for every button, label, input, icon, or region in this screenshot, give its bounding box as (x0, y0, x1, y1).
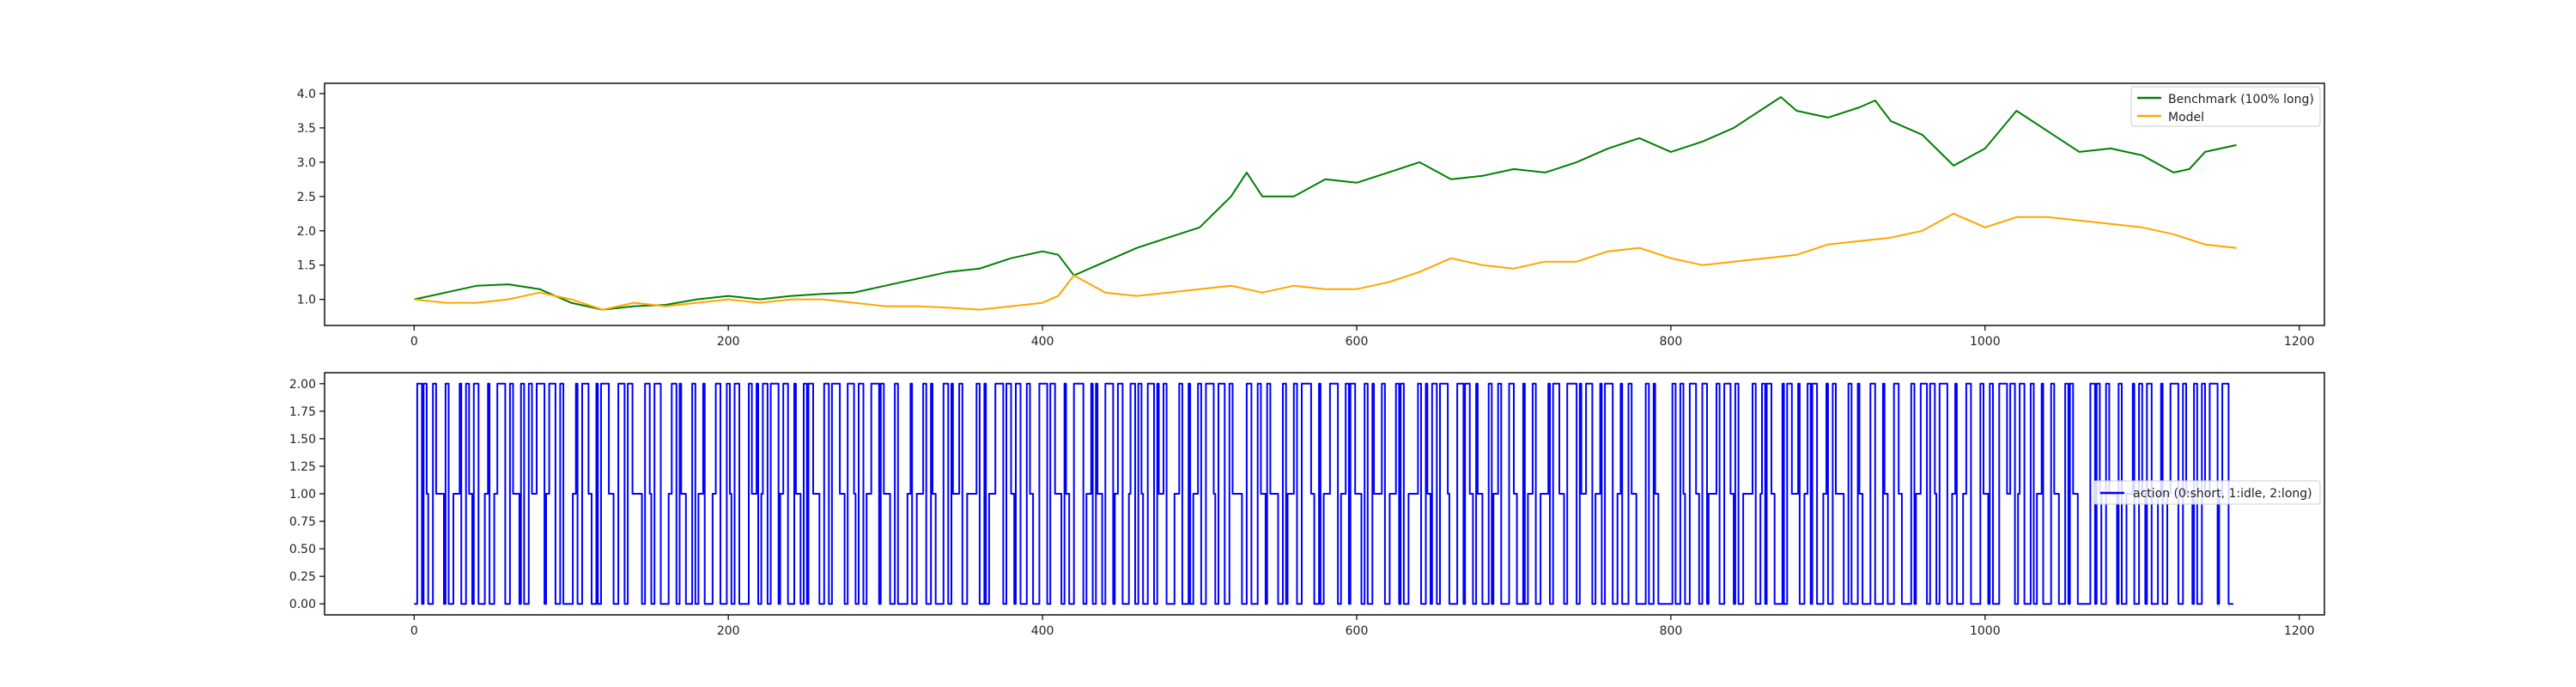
chart-bottom: 0 200 400 600 800 1000 1200 0.00 0.25 0.50 0.75 1.0… (289, 372, 2325, 638)
x-tick-label-top: 400 (1031, 335, 1054, 349)
y-tick-label-bottom: 0.50 (289, 543, 316, 556)
x-tick-label-top: 800 (1660, 335, 1683, 349)
y-tick-label-top: 3.0 (297, 156, 316, 170)
x-tick-label-top: 200 (717, 335, 740, 349)
y-tick-label-top: 2.0 (297, 225, 316, 239)
y-tick-label-bottom: 1.50 (289, 433, 316, 447)
y-tick-label-bottom: 0.25 (289, 570, 316, 584)
x-tick-label-top: 1200 (2284, 335, 2315, 349)
axes-top: 0 200 400 600 800 1000 1200 1.0 1.5 2.0 2.5 3.0 3.5 4… (297, 88, 2315, 349)
legend-box-bottom (2093, 480, 2321, 505)
legend-label-benchmark: Benchmark (100% long) (2168, 93, 2314, 106)
series-line-top-1 (414, 212, 2237, 311)
legend-bottom: action (0:short, 1:idle, 2:long) (2093, 480, 2321, 505)
x-tick-label-top: 600 (1346, 335, 1369, 349)
y-tick-label-top: 1.5 (297, 259, 316, 273)
y-tick-label-bottom: 1.75 (289, 405, 316, 419)
plot-area-top (414, 96, 2237, 311)
x-tick-label-top: 0 (410, 335, 418, 349)
y-tick-label-bottom: 0.00 (289, 598, 316, 611)
chart-top: 0 200 400 600 800 1000 1200 1.0 1.5 2.0 2.5 3.0 3.5 4… (297, 82, 2325, 349)
series-line-bottom-0 (414, 382, 2233, 605)
y-tick-label-top: 2.5 (297, 191, 316, 204)
y-tick-label-bottom: 1.00 (289, 488, 316, 502)
legend-label-action: action (0:short, 1:idle, 2:long) (2133, 487, 2312, 501)
x-tick-label-bottom: 0 (410, 624, 418, 638)
x-tick-label-bottom: 200 (717, 624, 740, 638)
legend-top: Benchmark (100% long) Model (2130, 86, 2321, 127)
legend-label-model: Model (2168, 111, 2204, 125)
x-tick-label-top: 1000 (1970, 335, 2001, 349)
x-tick-label-bottom: 800 (1660, 624, 1683, 638)
y-tick-label-top: 1.0 (297, 294, 316, 307)
x-tick-label-bottom: 600 (1346, 624, 1369, 638)
x-tick-label-bottom: 400 (1031, 624, 1054, 638)
y-tick-label-bottom: 1.25 (289, 460, 316, 474)
axes-bottom: 0 200 400 600 800 1000 1200 0.00 0.25 0.50 0.75 1.0… (289, 378, 2315, 638)
plot-area-bottom (414, 382, 2233, 605)
legend-box-top (2130, 86, 2321, 127)
y-tick-label-bottom: 0.75 (289, 515, 316, 529)
y-tick-label-top: 3.5 (297, 122, 316, 136)
x-tick-label-bottom: 1000 (1970, 624, 2001, 638)
axes-frame-top (324, 82, 2325, 326)
y-tick-label-top: 4.0 (297, 88, 316, 101)
x-tick-label-bottom: 1200 (2284, 624, 2315, 638)
y-tick-label-bottom: 2.00 (289, 378, 316, 392)
series-line-top-0 (414, 96, 2237, 311)
